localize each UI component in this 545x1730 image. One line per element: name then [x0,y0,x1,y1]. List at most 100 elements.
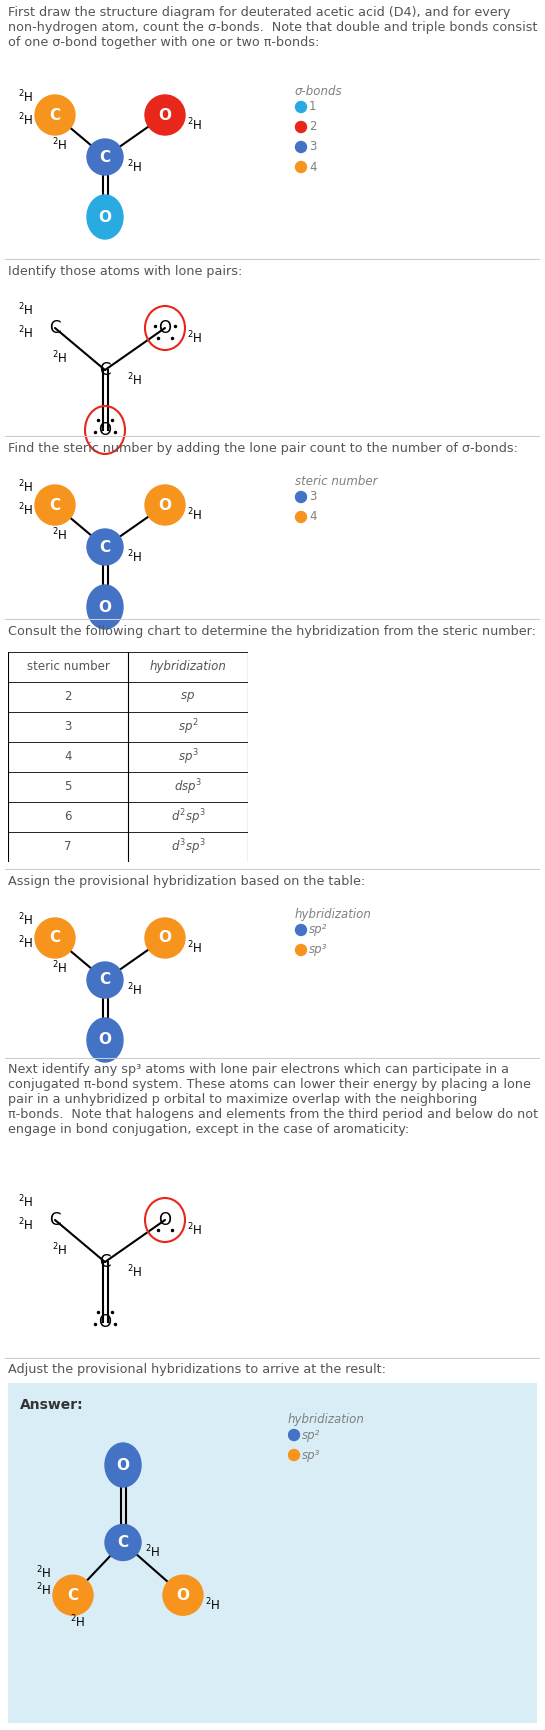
Text: hybridization: hybridization [295,908,372,920]
Ellipse shape [87,138,123,175]
Ellipse shape [87,585,123,630]
Text: sp³: sp³ [309,943,328,957]
Text: C: C [68,1588,78,1602]
Text: $^2$H: $^2$H [17,479,33,495]
Text: $^2$H: $^2$H [187,507,202,522]
Text: O: O [159,107,172,123]
Text: $^2$H: $^2$H [52,960,68,977]
Ellipse shape [35,95,75,135]
Text: 2: 2 [64,690,72,704]
Text: $^2$H: $^2$H [127,372,142,388]
Text: O: O [99,1033,112,1047]
Text: C: C [99,540,111,555]
Ellipse shape [295,102,306,112]
Text: O: O [159,318,172,337]
Text: 1: 1 [309,100,317,114]
Ellipse shape [87,529,123,566]
Text: hybridization: hybridization [149,661,226,673]
Text: C: C [50,107,60,123]
Text: $^2$H: $^2$H [145,1545,160,1560]
Text: sp²: sp² [302,1429,320,1441]
Text: 3: 3 [309,140,317,154]
Ellipse shape [87,1017,123,1062]
Ellipse shape [295,512,306,522]
Text: 6: 6 [64,810,72,823]
Text: $sp$: $sp$ [180,690,196,704]
Text: $^2$H: $^2$H [52,528,68,543]
Text: 3: 3 [309,491,317,503]
Ellipse shape [295,924,306,936]
Ellipse shape [87,962,123,998]
Ellipse shape [35,484,75,524]
Text: O: O [159,498,172,512]
Text: O: O [159,931,172,946]
Ellipse shape [105,1524,141,1560]
Ellipse shape [295,161,306,173]
Text: $^2$H: $^2$H [187,939,202,957]
Text: $sp^3$: $sp^3$ [178,747,198,766]
Text: $^2$H: $^2$H [205,1597,220,1614]
Text: C: C [49,1211,60,1228]
Text: C: C [50,931,60,946]
Text: $^2$H: $^2$H [127,1263,142,1280]
Text: 4: 4 [309,161,317,173]
Text: Find the steric number by adding the lone pair count to the number of σ-bonds:: Find the steric number by adding the lon… [8,441,518,455]
Text: Next identify any sp³ atoms with lone pair electrons which can participate in a
: Next identify any sp³ atoms with lone pa… [8,1062,538,1137]
Text: steric number: steric number [295,476,378,488]
Text: Answer:: Answer: [20,1398,83,1412]
Text: O: O [99,209,112,225]
Text: C: C [99,972,111,988]
Text: $^2$H: $^2$H [35,1581,51,1599]
Text: $^2$H: $^2$H [17,1194,33,1211]
Ellipse shape [295,121,306,133]
Ellipse shape [105,1443,141,1488]
Text: $^2$H: $^2$H [52,137,68,154]
Text: steric number: steric number [27,661,110,673]
Ellipse shape [295,142,306,152]
Ellipse shape [145,919,185,958]
Text: Assign the provisional hybridization based on the table:: Assign the provisional hybridization bas… [8,875,365,887]
Text: $^2$H: $^2$H [52,1242,68,1259]
Text: 7: 7 [64,841,72,853]
Text: $^2$H: $^2$H [17,912,33,929]
Ellipse shape [145,484,185,524]
Ellipse shape [145,95,185,135]
Text: C: C [49,318,60,337]
Text: sp²: sp² [309,924,328,936]
Text: $^2$H: $^2$H [17,934,33,952]
Ellipse shape [53,1576,93,1616]
Text: O: O [117,1457,130,1472]
Text: sp³: sp³ [302,1448,320,1462]
Text: 4: 4 [64,751,72,763]
Text: First draw the structure diagram for deuterated acetic acid (D4), and for every
: First draw the structure diagram for deu… [8,5,537,48]
Text: O: O [99,420,112,439]
Text: $sp^2$: $sp^2$ [178,718,198,737]
Text: $^2$H: $^2$H [17,325,33,341]
Ellipse shape [295,945,306,955]
Text: $^2$H: $^2$H [187,116,202,133]
Text: 3: 3 [64,720,72,734]
Text: C: C [50,498,60,512]
Text: 2: 2 [309,121,317,133]
Text: $^2$H: $^2$H [52,349,68,367]
Text: $^2$H: $^2$H [187,330,202,346]
Ellipse shape [288,1450,300,1460]
Text: $^2$H: $^2$H [17,502,33,519]
Text: $dsp^3$: $dsp^3$ [174,777,202,798]
Text: C: C [99,1253,111,1272]
Text: $^2$H: $^2$H [70,1612,86,1630]
Text: $^2$H: $^2$H [17,301,33,318]
Text: $^2$H: $^2$H [17,112,33,128]
Text: σ-bonds: σ-bonds [295,85,343,99]
Text: O: O [159,1211,172,1228]
Text: Consult the following chart to determine the hybridization from the steric numbe: Consult the following chart to determine… [8,625,536,638]
Text: $^2$H: $^2$H [17,1216,33,1233]
Text: $^2$H: $^2$H [187,1221,202,1239]
Text: 5: 5 [64,780,72,794]
Text: C: C [117,1535,129,1550]
Text: $^2$H: $^2$H [17,88,33,106]
Text: O: O [99,600,112,614]
Ellipse shape [163,1576,203,1616]
Text: 4: 4 [309,510,317,524]
Ellipse shape [87,195,123,239]
